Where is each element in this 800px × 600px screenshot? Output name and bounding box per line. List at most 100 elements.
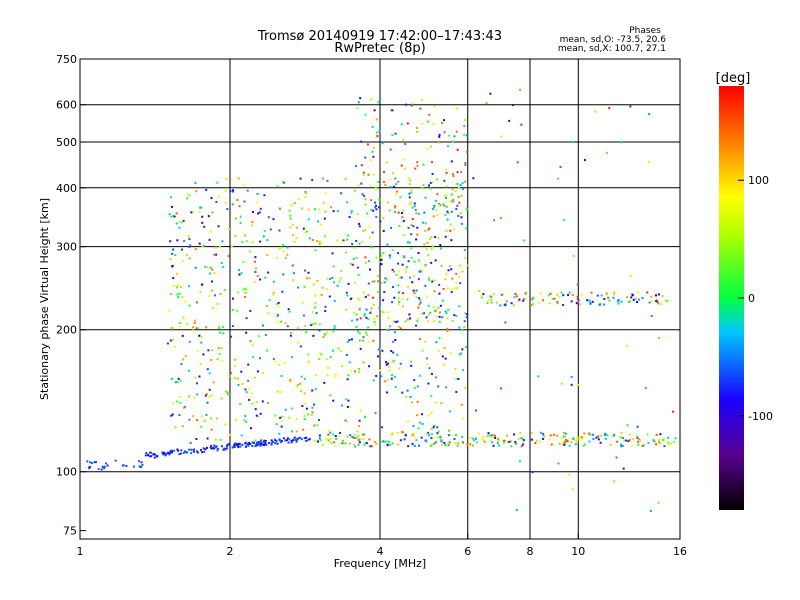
data-point: [464, 312, 467, 315]
data-point: [247, 444, 250, 447]
data-point: [321, 444, 324, 447]
data-point: [339, 350, 342, 353]
data-point: [357, 443, 360, 446]
data-point: [323, 381, 326, 384]
data-point: [244, 415, 247, 418]
data-point: [242, 183, 245, 186]
data-point: [417, 278, 420, 281]
data-point: [254, 439, 257, 442]
data-point: [373, 318, 376, 321]
data-point: [206, 266, 209, 269]
data-point: [407, 177, 410, 180]
data-point: [520, 123, 523, 126]
phase-info-o: mean, sd,O: -73.5, 20.6: [560, 35, 667, 45]
data-point: [362, 229, 365, 232]
data-point: [229, 335, 232, 338]
data-point: [391, 268, 394, 271]
data-point: [318, 240, 321, 243]
data-point: [326, 331, 329, 334]
data-point: [413, 444, 416, 447]
data-point: [375, 374, 378, 377]
data-point: [396, 353, 399, 356]
data-point: [414, 290, 417, 293]
data-point: [430, 145, 433, 148]
data-point: [286, 246, 289, 249]
data-point: [172, 338, 175, 341]
data-point: [518, 298, 521, 301]
data-point: [557, 177, 560, 180]
data-point: [335, 437, 338, 440]
data-point: [385, 361, 388, 364]
data-point: [245, 317, 248, 320]
phase-info-x: mean, sd,X: 100.7, 27.1: [558, 44, 666, 54]
data-point: [603, 297, 606, 300]
data-point: [672, 410, 675, 413]
data-point: [349, 442, 352, 445]
data-point: [427, 254, 430, 257]
data-point: [432, 208, 435, 211]
data-point: [430, 411, 433, 414]
data-point: [333, 327, 336, 330]
data-point: [369, 184, 372, 187]
data-point: [236, 309, 239, 312]
data-point: [295, 438, 298, 441]
data-point: [445, 312, 448, 315]
data-point: [465, 227, 468, 230]
data-point: [198, 242, 201, 245]
data-point: [248, 398, 251, 401]
data-point: [441, 355, 444, 358]
data-point: [125, 465, 128, 468]
data-point: [171, 205, 174, 208]
data-point: [259, 443, 262, 446]
data-point: [655, 443, 658, 446]
data-point: [455, 390, 458, 393]
data-point: [304, 325, 307, 328]
data-point: [410, 364, 413, 367]
data-point: [184, 355, 187, 358]
data-point: [437, 430, 440, 433]
data-point: [423, 312, 426, 315]
data-point: [308, 237, 311, 240]
data-point: [229, 190, 232, 193]
data-point: [448, 134, 451, 137]
data-point: [644, 387, 647, 390]
data-point: [192, 415, 195, 418]
data-point: [184, 300, 187, 303]
data-point: [170, 451, 173, 454]
data-point: [389, 178, 392, 181]
data-point: [395, 193, 398, 196]
data-point: [583, 443, 586, 446]
data-point: [300, 438, 303, 441]
x-tick-label: 10: [571, 545, 585, 558]
data-point: [674, 437, 677, 440]
data-point: [463, 125, 466, 128]
data-point: [410, 191, 413, 194]
data-point: [407, 445, 410, 448]
data-point: [445, 386, 448, 389]
data-point: [305, 439, 308, 442]
data-point: [346, 405, 349, 408]
data-point: [332, 349, 335, 352]
data-point: [407, 260, 410, 263]
data-point: [289, 226, 292, 229]
data-point: [427, 184, 430, 187]
data-point: [603, 303, 606, 306]
data-point: [454, 442, 457, 445]
x-tick-label: 1: [77, 545, 84, 558]
data-point: [247, 379, 250, 382]
data-point: [303, 418, 306, 421]
data-point: [410, 200, 413, 203]
data-point: [251, 221, 254, 224]
data-point: [471, 444, 474, 447]
data-point: [465, 313, 468, 316]
colorbar-tick-label: 0: [748, 292, 755, 305]
data-point: [190, 211, 193, 214]
data-point: [436, 436, 439, 439]
data-point: [215, 200, 218, 203]
data-point: [175, 272, 178, 275]
data-point: [603, 434, 606, 437]
data-point: [394, 210, 397, 213]
data-point: [188, 395, 191, 398]
data-point: [444, 278, 447, 281]
data-point: [461, 348, 464, 351]
